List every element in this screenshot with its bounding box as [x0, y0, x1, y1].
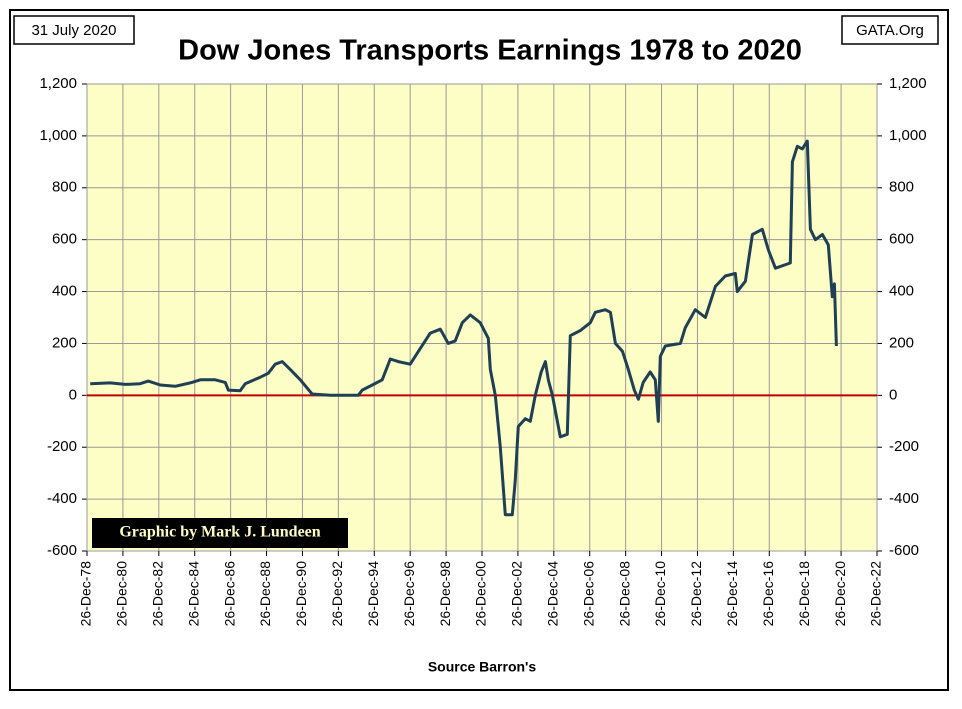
x-tick-label: 26-Dec-90 [293, 561, 309, 627]
y-tick-label: 1,000 [39, 127, 77, 144]
y2-tick-label: 400 [889, 283, 914, 300]
y-tick-label: 200 [52, 334, 77, 351]
x-tick-label: 26-Dec-88 [257, 561, 273, 627]
y2-tick-label: 1,200 [889, 75, 927, 92]
date-note: 31 July 2020 [31, 22, 116, 39]
date-box [13, 15, 135, 45]
x-tick-label: 26-Dec-80 [114, 561, 130, 627]
y2-tick-label: 600 [889, 231, 914, 248]
x-tick-label: 26-Dec-06 [580, 561, 596, 627]
x-axis-label: Source Barron's [428, 659, 537, 675]
x-tick-label: 26-Dec-22 [868, 561, 884, 627]
x-tick-label: 26-Dec-20 [832, 561, 848, 627]
x-tick-label: 26-Dec-84 [185, 561, 201, 627]
y2-tick-label: -600 [889, 542, 919, 559]
x-tick-label: 26-Dec-86 [221, 561, 237, 627]
y-tick-label: 800 [52, 179, 77, 196]
y-tick-label: 400 [52, 283, 77, 300]
x-tick-label: 26-Dec-00 [473, 561, 489, 627]
x-tick-label: 26-Dec-10 [652, 561, 668, 627]
site: GATA.Org [856, 22, 924, 39]
y-tick-label: -400 [47, 490, 77, 507]
y2-tick-label: 200 [889, 334, 914, 351]
x-tick-label: 26-Dec-96 [401, 561, 417, 627]
x-tick-label: 26-Dec-02 [509, 561, 525, 627]
credit: Graphic by Mark J. Lundeen [119, 524, 320, 541]
x-tick-label: 26-Dec-78 [78, 561, 94, 627]
x-tick-label: 26-Dec-14 [724, 561, 740, 627]
chart-title: Dow Jones Transports Earnings 1978 to 20… [178, 35, 802, 67]
y-tick-label: 1,200 [39, 75, 77, 92]
x-tick-label: 26-Dec-08 [616, 561, 632, 627]
y-tick-label: 0 [69, 386, 77, 403]
y-tick-label: -600 [47, 542, 77, 559]
y2-tick-label: -400 [889, 490, 919, 507]
site-box [841, 15, 939, 45]
x-tick-label: 26-Dec-12 [688, 561, 704, 627]
x-tick-label: 26-Dec-16 [760, 561, 776, 627]
x-tick-label: 26-Dec-04 [545, 561, 561, 627]
x-tick-label: 26-Dec-82 [150, 561, 166, 627]
y2-tick-label: 800 [889, 179, 914, 196]
y2-tick-label: -200 [889, 438, 919, 455]
x-tick-label: 26-Dec-18 [796, 561, 812, 627]
y-tick-label: 600 [52, 231, 77, 248]
x-tick-label: 26-Dec-98 [437, 561, 453, 627]
y2-tick-label: 1,000 [889, 127, 927, 144]
y2-tick-label: 0 [889, 386, 897, 403]
credit-box [92, 518, 348, 548]
series-line [90, 139, 838, 517]
x-tick-label: 26-Dec-92 [329, 561, 345, 627]
y-tick-label: -200 [47, 438, 77, 455]
x-tick-label: 26-Dec-94 [365, 561, 381, 627]
